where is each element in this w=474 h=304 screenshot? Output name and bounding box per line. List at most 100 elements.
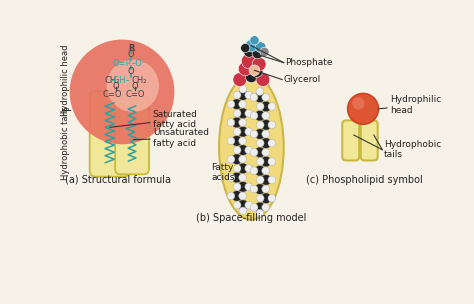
- Circle shape: [107, 60, 159, 112]
- Circle shape: [261, 193, 271, 203]
- Text: (c) Phospholipid symbol: (c) Phospholipid symbol: [306, 175, 423, 185]
- Circle shape: [255, 184, 265, 194]
- Circle shape: [268, 158, 276, 165]
- Circle shape: [262, 93, 270, 101]
- Circle shape: [262, 185, 270, 193]
- Circle shape: [238, 108, 248, 118]
- Circle shape: [249, 65, 260, 76]
- Circle shape: [227, 192, 235, 200]
- Circle shape: [250, 204, 258, 211]
- Circle shape: [260, 47, 269, 57]
- Circle shape: [239, 192, 246, 200]
- Circle shape: [255, 129, 265, 139]
- Circle shape: [255, 42, 266, 53]
- Circle shape: [255, 166, 265, 176]
- Circle shape: [245, 40, 257, 52]
- Circle shape: [262, 130, 270, 138]
- Circle shape: [232, 191, 242, 201]
- Circle shape: [261, 120, 271, 130]
- Circle shape: [232, 136, 242, 146]
- Circle shape: [245, 146, 253, 154]
- Circle shape: [238, 164, 248, 173]
- FancyBboxPatch shape: [361, 120, 378, 161]
- Circle shape: [239, 155, 246, 163]
- Circle shape: [239, 85, 247, 93]
- Circle shape: [268, 139, 276, 147]
- Circle shape: [262, 167, 270, 174]
- Circle shape: [233, 201, 241, 209]
- Circle shape: [256, 194, 264, 202]
- Text: Phosphate: Phosphate: [285, 58, 333, 67]
- Text: Saturated
fatty acid: Saturated fatty acid: [109, 110, 198, 129]
- Circle shape: [256, 158, 264, 165]
- Circle shape: [239, 100, 246, 108]
- Circle shape: [255, 92, 265, 102]
- Circle shape: [256, 103, 264, 110]
- Circle shape: [70, 40, 174, 144]
- Text: –CH–: –CH–: [109, 76, 130, 85]
- Circle shape: [250, 130, 258, 138]
- Circle shape: [256, 209, 264, 217]
- Text: –O⁻: –O⁻: [131, 59, 146, 68]
- Circle shape: [238, 127, 248, 137]
- Circle shape: [252, 57, 266, 71]
- Text: Unsaturated
fatty acid: Unsaturated fatty acid: [134, 128, 209, 148]
- Circle shape: [238, 62, 252, 76]
- Circle shape: [268, 103, 276, 110]
- Text: CH₂: CH₂: [131, 76, 147, 85]
- Circle shape: [250, 185, 258, 193]
- Circle shape: [232, 173, 242, 183]
- Circle shape: [238, 90, 248, 100]
- Circle shape: [261, 138, 271, 148]
- Circle shape: [256, 121, 264, 129]
- Circle shape: [227, 137, 235, 145]
- Circle shape: [239, 137, 246, 145]
- Circle shape: [233, 73, 247, 87]
- Circle shape: [233, 91, 241, 99]
- FancyBboxPatch shape: [115, 96, 149, 174]
- Circle shape: [227, 174, 235, 181]
- FancyBboxPatch shape: [342, 120, 359, 161]
- Circle shape: [233, 164, 241, 172]
- Text: O: O: [132, 82, 138, 91]
- Circle shape: [227, 155, 235, 163]
- Text: C=O: C=O: [126, 90, 145, 99]
- Circle shape: [250, 36, 259, 45]
- Circle shape: [227, 100, 235, 108]
- Circle shape: [238, 182, 248, 192]
- Circle shape: [261, 157, 271, 167]
- Circle shape: [245, 128, 253, 136]
- Circle shape: [233, 109, 241, 117]
- Circle shape: [250, 112, 258, 119]
- Circle shape: [245, 201, 253, 209]
- Circle shape: [250, 149, 258, 156]
- Text: Glycerol: Glycerol: [284, 75, 321, 84]
- Circle shape: [233, 183, 241, 191]
- Circle shape: [256, 73, 270, 87]
- Text: O: O: [128, 67, 135, 76]
- Circle shape: [261, 175, 271, 185]
- Circle shape: [232, 118, 242, 128]
- Circle shape: [238, 145, 248, 155]
- Text: (b) Space-filling model: (b) Space-filling model: [196, 213, 307, 223]
- Circle shape: [268, 176, 276, 184]
- Circle shape: [250, 93, 258, 101]
- Circle shape: [262, 112, 270, 119]
- Text: Fatty
acids: Fatty acids: [211, 163, 235, 182]
- Circle shape: [241, 54, 257, 69]
- Text: R: R: [128, 44, 135, 53]
- Circle shape: [244, 47, 255, 57]
- Circle shape: [347, 93, 378, 124]
- Text: Hydrophobic tails: Hydrophobic tails: [61, 107, 70, 180]
- Circle shape: [251, 65, 263, 77]
- Text: CH₂: CH₂: [104, 76, 120, 85]
- Circle shape: [255, 202, 265, 212]
- Circle shape: [239, 207, 247, 215]
- Circle shape: [268, 194, 276, 202]
- Circle shape: [256, 176, 264, 184]
- Text: Hydrophilic
head: Hydrophilic head: [378, 95, 441, 115]
- Circle shape: [233, 128, 241, 136]
- Circle shape: [255, 111, 265, 121]
- Text: O: O: [128, 50, 135, 60]
- Circle shape: [256, 88, 264, 95]
